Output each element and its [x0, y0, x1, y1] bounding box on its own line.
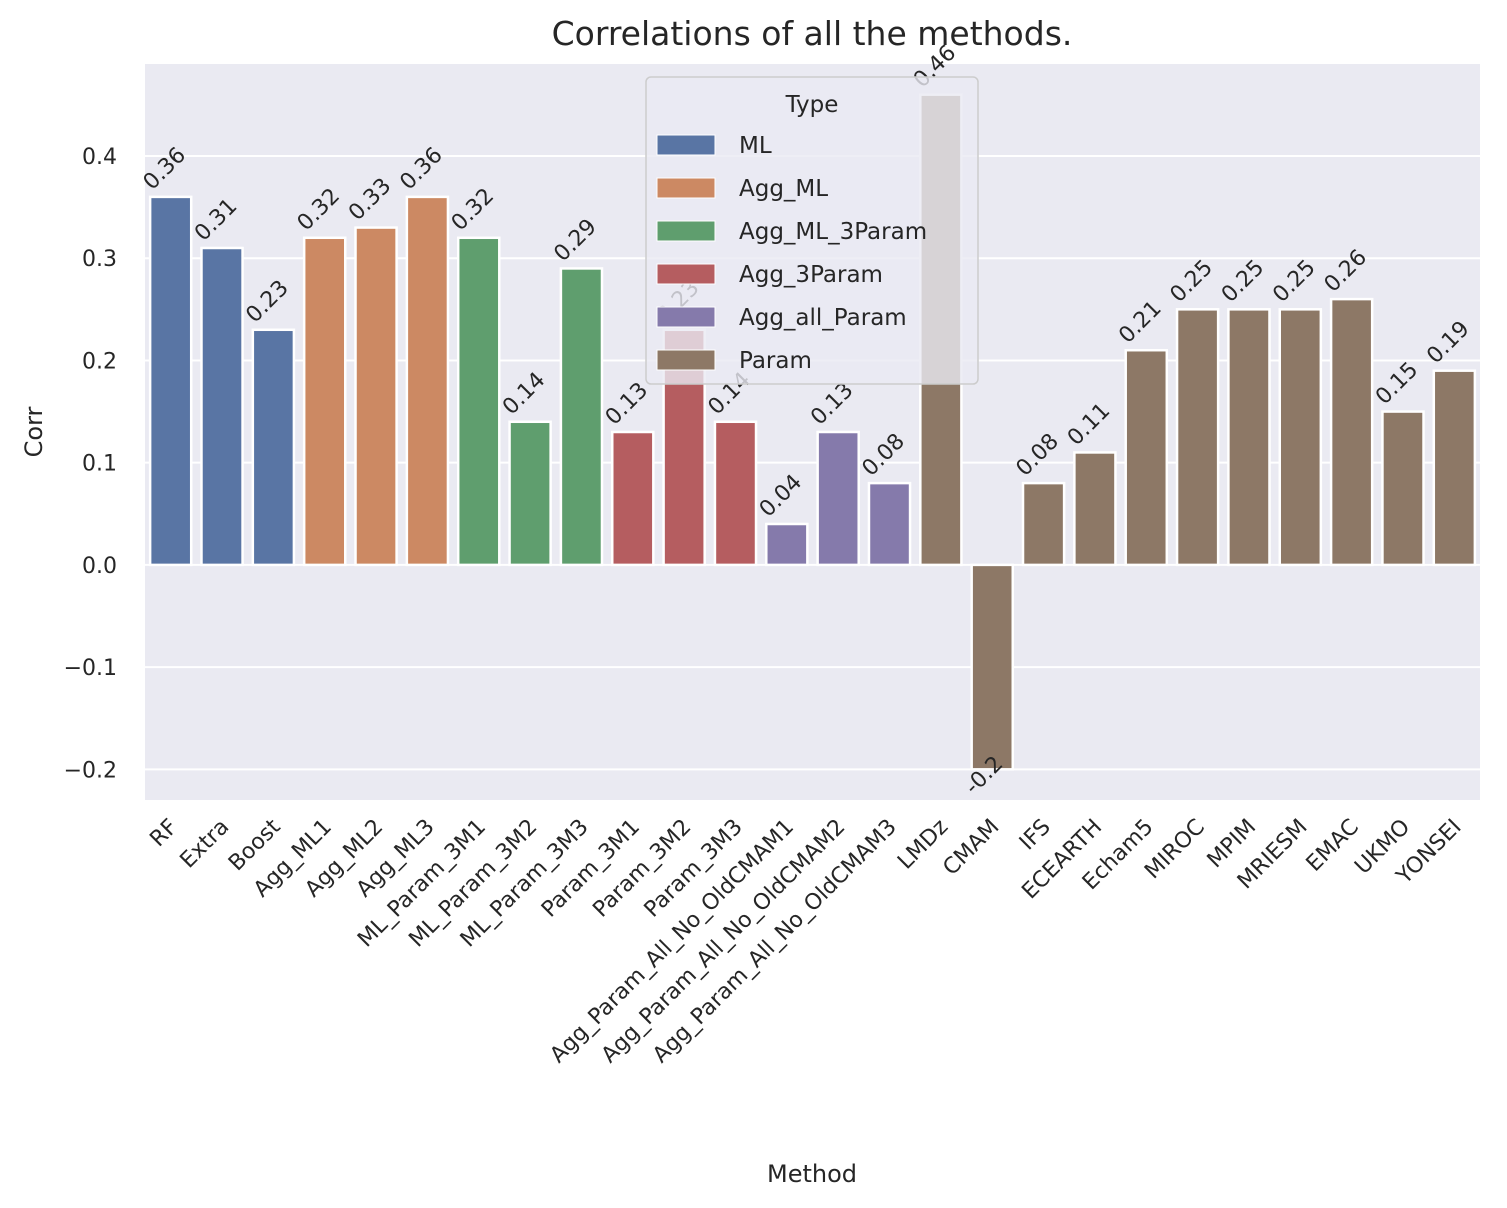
legend-swatch: [656, 349, 716, 371]
legend-swatch: [656, 220, 716, 242]
bar: [200, 246, 244, 567]
bar: [148, 195, 193, 567]
legend-swatch: [656, 177, 716, 199]
bar: [816, 430, 860, 567]
bar: [1124, 348, 1169, 567]
x-axis-label: Method: [767, 1160, 857, 1188]
legend-label: Agg_all_Param: [739, 305, 907, 331]
bar: [1329, 297, 1374, 567]
bar: [1021, 481, 1066, 567]
bar: [611, 430, 655, 567]
x-tick-label: Extra: [176, 815, 235, 874]
legend: Type ML Agg_ML Agg_ML_3Param Agg_3Param Agg_…: [645, 76, 979, 385]
bar: [1175, 308, 1220, 567]
x-axis-ticks: RFExtraBoostAgg_ML1Agg_ML2Agg_ML3ML_Para…: [145, 814, 1466, 1068]
y-tick-label: 0.2: [82, 349, 117, 374]
legend-title: Type: [785, 92, 839, 118]
y-tick-label: 0.0: [82, 554, 117, 579]
y-tick-label: 0.3: [82, 247, 117, 272]
chart-title: Correlations of all the methods.: [552, 14, 1073, 53]
bar: [970, 563, 1015, 771]
bar: [559, 267, 604, 567]
legend-swatch: [656, 263, 716, 285]
y-tick-label: 0.4: [82, 145, 117, 170]
x-tick-label: CMAM: [938, 815, 1004, 881]
bar: [251, 328, 296, 567]
bar: [508, 420, 552, 567]
bar: [354, 226, 398, 567]
bar: [1227, 308, 1271, 567]
bar: [1278, 308, 1323, 567]
bars: [148, 93, 1477, 771]
bar: [713, 420, 758, 567]
y-axis-label: Corr: [20, 406, 48, 457]
legend-items: ML Agg_ML Agg_ML_3Param Agg_3Param Agg_all_P…: [656, 133, 927, 374]
y-tick-label: 0.1: [82, 452, 117, 477]
bar: [405, 195, 450, 567]
bar: [867, 481, 912, 567]
legend-swatch: [656, 306, 716, 328]
x-tick-label: RF: [145, 815, 182, 852]
legend-swatch: [656, 134, 716, 156]
bar: [302, 236, 347, 567]
legend-label: Agg_ML: [739, 176, 828, 202]
bar: [1381, 410, 1425, 567]
legend-box: [645, 76, 979, 385]
y-tick-label: −0.1: [64, 656, 117, 681]
legend-label: Param: [739, 348, 812, 374]
legend-label: Agg_ML_3Param: [739, 219, 927, 245]
bar: [765, 522, 809, 567]
bar: [1073, 451, 1117, 567]
bar: [1432, 369, 1477, 567]
legend-label: ML: [739, 133, 772, 159]
y-axis-ticks: −0.2 −0.1 0.0 0.1 0.2 0.3 0.4: [64, 145, 117, 783]
y-tick-label: −0.2: [64, 758, 117, 783]
legend-label: Agg_3Param: [739, 262, 883, 288]
bar: [456, 236, 501, 567]
x-tick-label: IFS: [1015, 815, 1056, 856]
